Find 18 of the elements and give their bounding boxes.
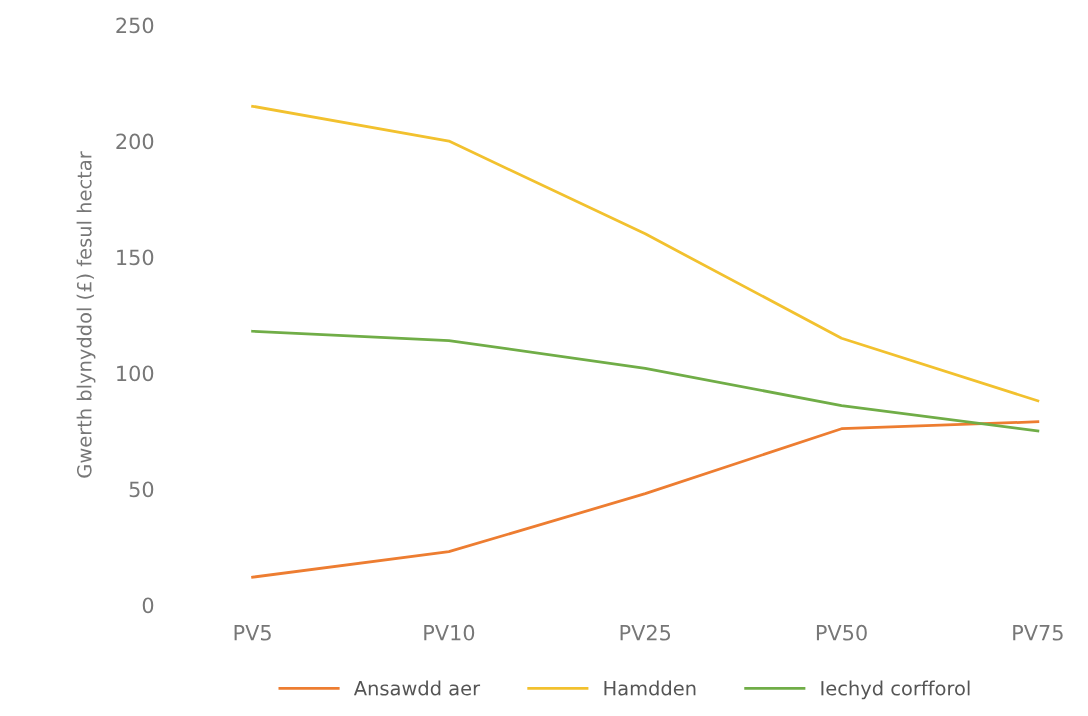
line-series xyxy=(251,104,1040,403)
y-tick-label: 100 xyxy=(117,365,154,382)
x-tick-label: PV5 xyxy=(234,625,271,641)
legend-label: Hamdden xyxy=(604,680,696,696)
y-axis-title: Gwerth blynyddol (£) fesul hectar xyxy=(76,151,96,478)
y-tick-label: 200 xyxy=(116,133,154,150)
y-tick-label: 0 xyxy=(142,597,154,614)
x-tick-label: PV25 xyxy=(620,624,671,641)
line-series xyxy=(251,329,1040,433)
y-tick-label: 50 xyxy=(129,481,154,498)
y-tick-label: 250 xyxy=(116,17,154,34)
line-series xyxy=(251,420,1040,579)
legend-label: Ansawdd aer xyxy=(353,680,481,696)
x-tick-label: PV10 xyxy=(424,624,475,641)
x-tick-label: PV50 xyxy=(816,624,867,641)
y-tick-label: 150 xyxy=(117,249,154,266)
legend-label: Iechyd corfforol xyxy=(821,680,970,700)
x-tick-label: PV75 xyxy=(1013,625,1063,641)
